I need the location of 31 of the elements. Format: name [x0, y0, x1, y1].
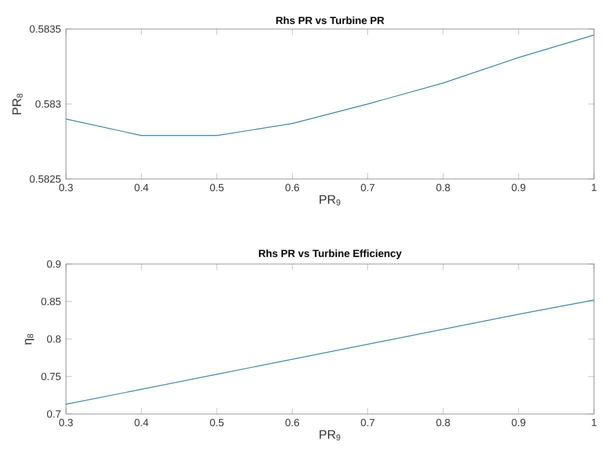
- x-tick-label: 0.5: [210, 184, 224, 192]
- x-tick-label: 0.4: [134, 184, 148, 192]
- x-tick-label: 0.6: [285, 184, 300, 192]
- x-tick-label: 0.7: [360, 418, 374, 426]
- x-tick-label: 0.8: [436, 184, 450, 192]
- y-tick-label: 0.5825: [30, 175, 61, 183]
- x-tick-label: 0.4: [134, 418, 148, 426]
- x-tick-label: 0.9: [512, 418, 526, 426]
- x-axis-title: PR$_{9}$: [320, 430, 340, 440]
- y-tick-label: 0.9: [47, 260, 61, 268]
- x-tick-label: 0.8: [436, 418, 450, 426]
- chart-title: Rhs PR vs Turbine Efficiency: [258, 249, 402, 260]
- chart-title: Rhs PR vs Turbine PR: [276, 16, 384, 24]
- y-tick-label: 0.75: [41, 372, 61, 380]
- x-tick-label: 1: [592, 184, 596, 192]
- line-series: [66, 34, 594, 136]
- y-axis-title: PR$_{8}$: [12, 94, 23, 114]
- y-tick-label: 0.8: [47, 335, 61, 343]
- y-tick-label: 0.85: [41, 298, 61, 306]
- y-tick-label: 0.583: [36, 100, 61, 108]
- x-tick-label: 0.6: [285, 418, 300, 426]
- x-tick-label: 0.7: [360, 184, 374, 192]
- x-axis-title: PR$_{9}$: [320, 195, 340, 206]
- x-tick-label: 0.9: [512, 184, 526, 192]
- x-tick-label: 0.5: [210, 418, 224, 426]
- x-tick-label: 1: [592, 418, 596, 426]
- y-axis-title: η$_{8}$: [24, 334, 34, 344]
- x-tick-label: 0.3: [59, 184, 73, 192]
- y-tick-label: 0.7: [47, 410, 61, 418]
- y-tick-label: 0.5835: [30, 25, 61, 33]
- x-tick-label: 0.3: [59, 418, 73, 426]
